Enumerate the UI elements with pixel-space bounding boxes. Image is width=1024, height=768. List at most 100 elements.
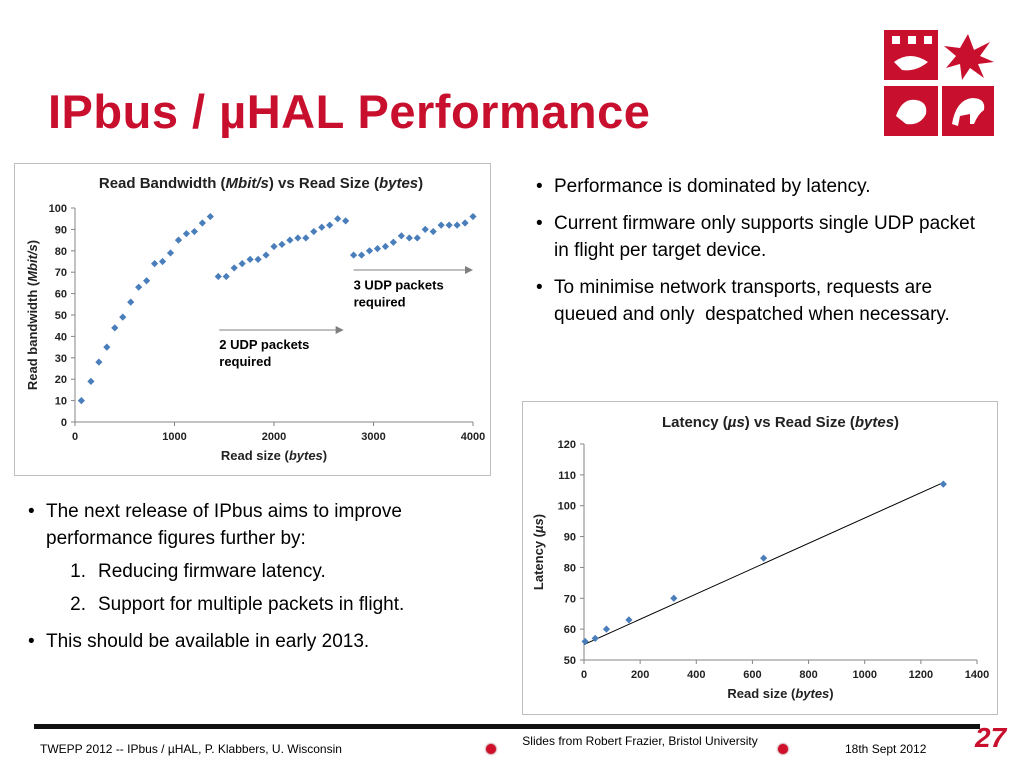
x-tick-label: 0 — [72, 431, 78, 443]
y-tick-label: 70 — [55, 267, 67, 279]
data-point — [581, 637, 589, 646]
bullet-item: This should be available in early 2013. — [24, 628, 494, 655]
data-point — [625, 616, 633, 624]
data-point — [286, 236, 294, 244]
y-tick-label: 70 — [564, 593, 576, 605]
annotation-label: required — [219, 354, 271, 369]
data-point — [246, 255, 254, 263]
data-point — [939, 480, 947, 488]
latency-chart-panel: Latency (µs) vs Read Size (bytes) 0 200 400… — [522, 401, 998, 715]
data-point — [445, 221, 453, 229]
data-point — [469, 212, 477, 221]
y-axis-label: Read bandwidth (Mbit/s) — [25, 240, 40, 390]
y-tick-label: 20 — [55, 374, 67, 386]
annotation-label: 3 UDP packets — [354, 277, 444, 292]
arrowhead-icon — [335, 325, 344, 334]
bullet-item: Current firmware only supports single UD… — [532, 210, 982, 264]
x-tick-label: 1200 — [909, 669, 933, 681]
x-tick-label: 600 — [743, 669, 761, 681]
data-point — [135, 283, 143, 291]
data-point — [437, 221, 445, 229]
chart-title: Read Bandwidth (Mbit/s) vs Read Size (by… — [99, 175, 423, 192]
bullet-text: The next release of IPbus aims to improv… — [46, 501, 402, 549]
data-point — [334, 215, 342, 223]
data-point — [389, 238, 397, 246]
y-tick-label: 80 — [55, 246, 67, 258]
trend-line — [583, 482, 944, 646]
bandwidth-chart-panel: Read Bandwidth (Mbit/s) vs Read Size (by… — [14, 163, 491, 476]
data-point — [143, 277, 151, 285]
data-point — [111, 324, 119, 332]
data-point — [602, 625, 611, 633]
data-point — [381, 242, 390, 251]
footer-left-text: TWEPP 2012 -- IPbus / µHAL, P. Klabbers,… — [40, 742, 342, 756]
data-point — [254, 255, 262, 263]
data-point — [119, 313, 127, 321]
data-point — [278, 240, 286, 248]
annotation-label: required — [354, 294, 406, 309]
x-tick-label: 4000 — [461, 431, 485, 443]
data-point — [230, 264, 238, 272]
data-point — [429, 227, 437, 236]
data-point — [214, 272, 222, 281]
data-point — [262, 251, 270, 259]
y-tick-label: 40 — [55, 331, 67, 343]
y-tick-label: 50 — [55, 310, 67, 322]
data-point — [365, 247, 374, 255]
x-tick-label: 200 — [631, 669, 649, 681]
data-point — [302, 234, 310, 242]
footer-bullet-icon — [778, 744, 788, 754]
data-point — [174, 236, 183, 244]
data-point — [326, 221, 334, 229]
slide-title: IPbus / µHAL Performance — [48, 85, 651, 138]
data-point — [238, 260, 246, 268]
numbered-item: 1. Reducing firmware latency. — [46, 558, 494, 585]
data-point — [77, 397, 85, 405]
data-point — [222, 272, 230, 281]
university-crest-icon — [884, 30, 994, 136]
arrowhead-icon — [465, 266, 473, 275]
right-bullet-list: Performance is dominated by latency. Cur… — [532, 173, 982, 338]
x-axis-label: Read size (bytes) — [221, 448, 327, 463]
data-point — [350, 251, 358, 259]
y-tick-label: 60 — [564, 624, 576, 636]
data-point — [182, 230, 191, 238]
data-point — [670, 594, 678, 602]
y-tick-label: 30 — [55, 353, 67, 365]
data-point — [310, 227, 318, 236]
footer-center-text: Slides from Robert Frazier, Bristol Univ… — [522, 734, 758, 748]
data-point — [373, 245, 382, 253]
data-point — [461, 219, 469, 227]
y-tick-label: 90 — [55, 224, 67, 236]
y-tick-label: 50 — [564, 655, 576, 667]
data-point — [198, 219, 206, 227]
data-point — [206, 212, 214, 221]
x-axis-label: Read size (bytes) — [727, 686, 833, 701]
y-tick-label: 80 — [564, 562, 576, 574]
footer-divider — [34, 724, 980, 729]
data-point — [342, 217, 350, 225]
data-point — [87, 377, 95, 385]
data-point — [413, 234, 421, 242]
data-point — [95, 358, 103, 366]
chart-title: Latency (µs) vs Read Size (bytes) — [662, 414, 899, 431]
bullet-item: The next release of IPbus aims to improv… — [24, 498, 494, 618]
x-tick-label: 0 — [581, 669, 587, 681]
item-text: Support for multiple packets in flight. — [98, 594, 405, 615]
x-tick-label: 3000 — [361, 431, 385, 443]
data-point — [270, 242, 278, 251]
x-tick-label: 400 — [687, 669, 705, 681]
bullet-item: Performance is dominated by latency. — [532, 173, 982, 200]
x-tick-label: 1000 — [852, 669, 876, 681]
x-tick-label: 1400 — [965, 669, 989, 681]
y-tick-label: 90 — [564, 532, 576, 544]
y-tick-label: 120 — [558, 439, 576, 451]
bullet-item: To minimise network transports, requests… — [532, 274, 982, 328]
data-point — [103, 343, 111, 351]
data-point — [151, 260, 159, 268]
x-tick-label: 1000 — [162, 431, 186, 443]
data-point — [166, 249, 175, 257]
bullet-text: To minimise network transports, requests… — [554, 277, 950, 325]
bullet-text: Current firmware only supports single UD… — [554, 213, 975, 261]
item-number: 2. — [70, 594, 86, 615]
